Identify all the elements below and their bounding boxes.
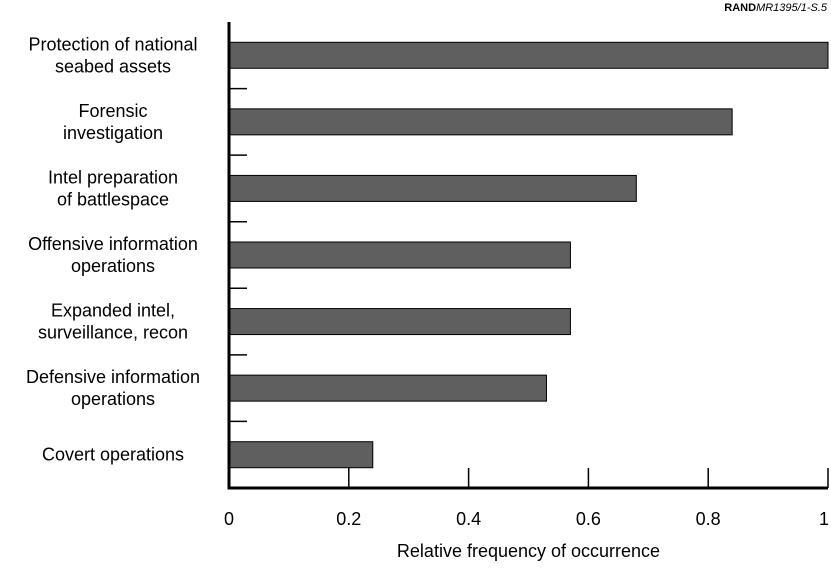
category-label-4-line-0: Expanded intel, xyxy=(51,301,175,321)
bar-6 xyxy=(228,441,374,469)
category-label-5-line-1: operations xyxy=(71,389,155,409)
bar-5 xyxy=(228,374,547,402)
category-label-6-line-0: Covert operations xyxy=(42,445,184,465)
x-tick-label-0: 0 xyxy=(224,509,234,529)
category-label-3: Offensive information operations xyxy=(28,234,198,276)
source-org: RAND xyxy=(724,2,757,14)
x-ticks xyxy=(228,468,829,488)
x-axis-title: Relative frequency of occurrence xyxy=(397,541,660,561)
category-label-0-line-1: seabed assets xyxy=(55,56,171,76)
x-tick-label-4: 0.8 xyxy=(696,509,721,529)
category-label-4-line-1: surveillance, recon xyxy=(38,323,188,343)
x-tick-label-5: 1 xyxy=(819,509,829,529)
category-label-5: Defensive information operations xyxy=(26,367,200,409)
category-label-4: Expanded intel, surveillance, recon xyxy=(38,301,188,343)
category-label-2-line-0: Intel preparation xyxy=(48,167,178,187)
bars-group xyxy=(228,41,829,469)
category-label-6: Covert operations xyxy=(42,445,184,465)
category-label-0: Protection of national seabed assets xyxy=(28,34,197,76)
category-labels: Protection of national seabed assets Foren… xyxy=(26,34,200,464)
category-label-1: Forensic investigation xyxy=(63,101,163,143)
x-tick-label-3: 0.6 xyxy=(576,509,601,529)
category-label-3-line-0: Offensive information xyxy=(28,234,198,254)
bar-2 xyxy=(228,174,637,202)
category-label-0-line-0: Protection of national xyxy=(28,34,197,54)
category-label-3-line-1: operations xyxy=(71,256,155,276)
source-doc-id: MR1395/1-S.5 xyxy=(756,2,827,14)
bar-4 xyxy=(228,308,571,336)
x-tick-label-1: 0.2 xyxy=(336,509,361,529)
x-tick-labels: 0 0.2 0.4 0.6 0.8 1 xyxy=(224,509,829,529)
bar-0 xyxy=(228,41,829,69)
category-separators xyxy=(229,87,247,423)
source-note: RANDMR1395/1-S.5 xyxy=(724,2,827,14)
bar-3 xyxy=(228,241,571,269)
x-tick-label-2: 0.4 xyxy=(456,509,481,529)
bar-1 xyxy=(228,108,733,136)
category-label-2: Intel preparation of battlespace xyxy=(48,167,178,209)
category-label-2-line-1: of battlespace xyxy=(57,189,169,209)
category-label-1-line-1: investigation xyxy=(63,123,163,143)
category-label-1-line-0: Forensic xyxy=(78,101,147,121)
category-label-5-line-0: Defensive information xyxy=(26,367,200,387)
